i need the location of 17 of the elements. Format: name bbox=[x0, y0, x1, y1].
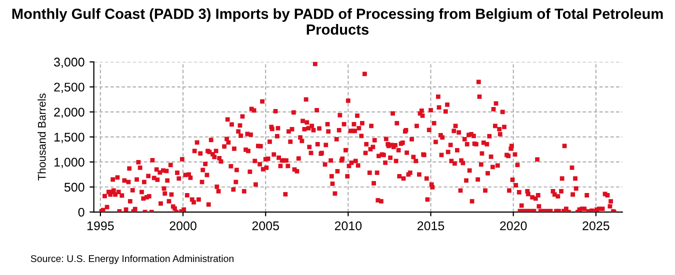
x-tick-label: 2000 bbox=[170, 221, 196, 230]
chart-title: Monthly Gulf Coast (PADD 3) Imports by PADD of Processing from Belgium of Total Petroleum Products bbox=[12, 8, 663, 35]
source-note: Source: U.S. Energy Information Administration bbox=[30, 254, 234, 264]
y-tick-label: 1,500 bbox=[54, 132, 84, 144]
y-tick-label: 1,000 bbox=[54, 158, 84, 168]
x-tick-label: 2015 bbox=[417, 221, 444, 230]
x-tick-label: 1995 bbox=[87, 221, 114, 230]
x-tick-label: 2005 bbox=[252, 221, 279, 230]
y-axis-title: Thousand Barrels bbox=[38, 94, 46, 181]
x-tick-label: 2025 bbox=[582, 221, 610, 230]
x-tick-label: 2020 bbox=[500, 221, 527, 230]
x-tick-label: 2010 bbox=[334, 221, 362, 230]
y-tick-label: 2,000 bbox=[54, 108, 84, 118]
y-tick-label: 0 bbox=[78, 208, 84, 217]
y-tick-label: 2,500 bbox=[54, 82, 84, 94]
y-tick-label: 500 bbox=[64, 182, 84, 192]
y-tick-label: 3,000 bbox=[54, 58, 84, 68]
